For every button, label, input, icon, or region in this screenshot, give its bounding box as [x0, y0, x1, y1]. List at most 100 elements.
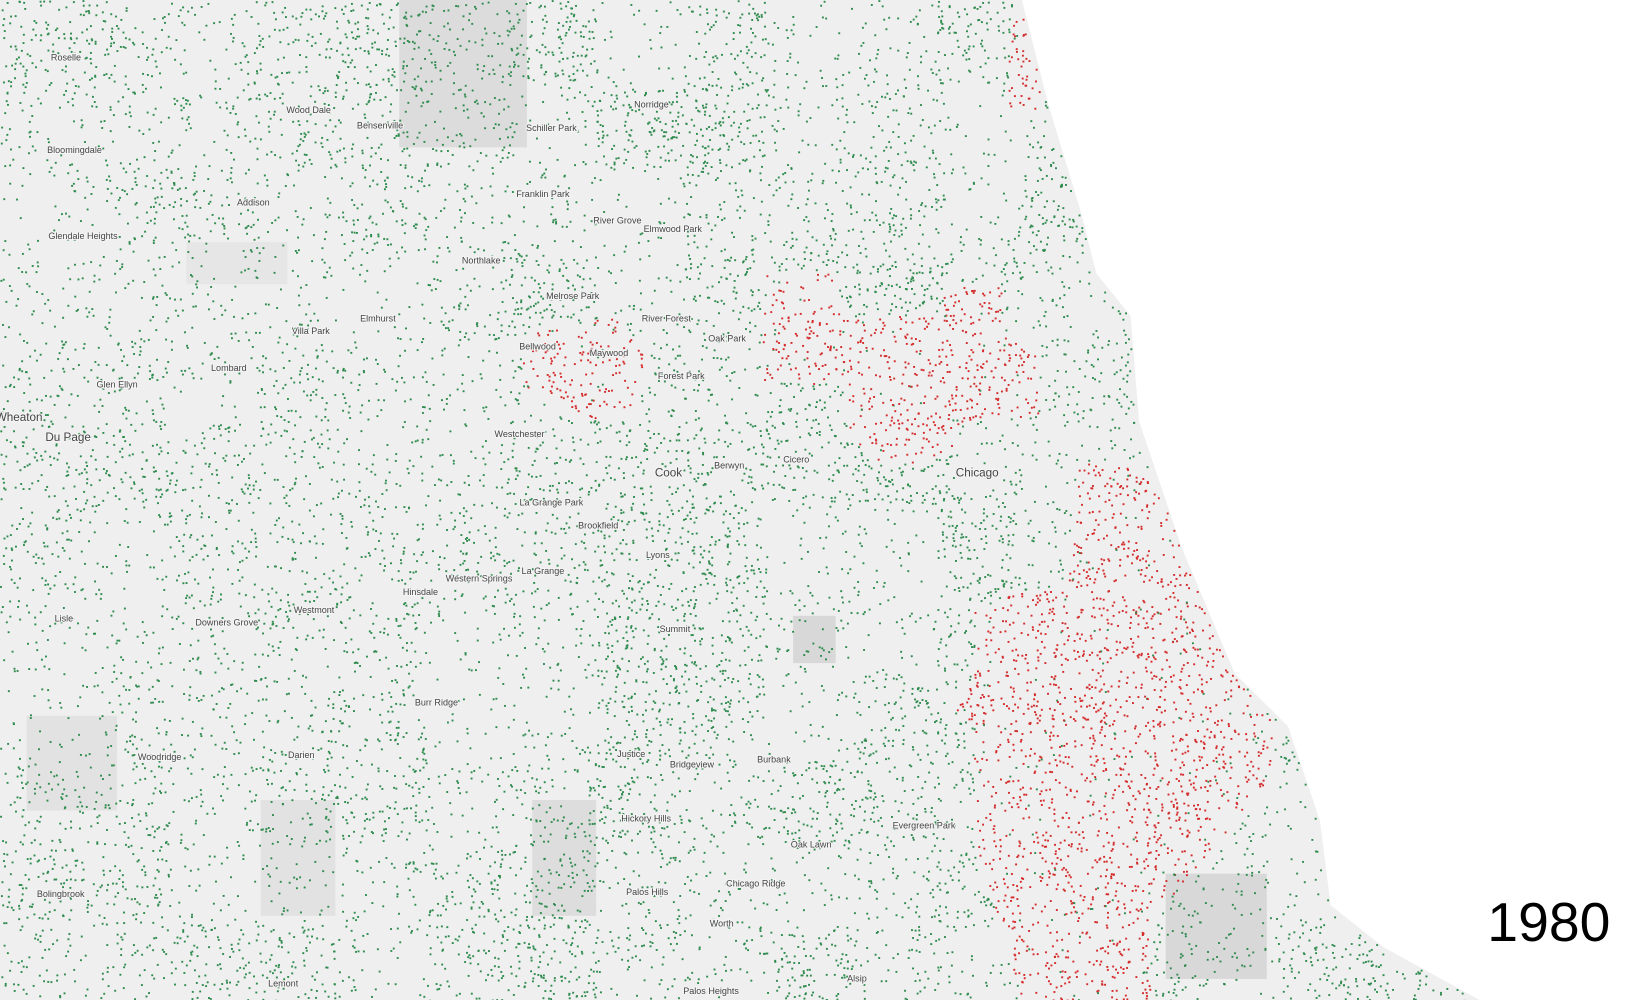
dot — [53, 909, 56, 912]
dot — [696, 773, 699, 776]
dot — [474, 7, 477, 10]
dot — [893, 422, 896, 425]
dot — [775, 130, 778, 133]
dot — [1040, 790, 1043, 793]
dot — [420, 180, 423, 183]
dot — [628, 103, 631, 106]
dot — [439, 78, 442, 81]
dot — [666, 801, 669, 804]
dot — [574, 78, 577, 81]
dot — [1013, 926, 1016, 929]
dot — [250, 250, 253, 253]
dot — [694, 603, 697, 605]
dot — [1015, 720, 1018, 723]
dot — [931, 72, 934, 74]
dot — [474, 41, 477, 44]
dot — [478, 915, 481, 918]
dot — [501, 486, 504, 489]
dot — [39, 995, 42, 998]
dot — [1134, 517, 1137, 519]
dot — [123, 911, 125, 914]
dot — [509, 866, 512, 869]
dot — [1173, 638, 1176, 640]
dot — [1055, 953, 1058, 956]
dot — [1015, 493, 1018, 496]
dot — [491, 288, 494, 291]
dot — [836, 519, 839, 522]
dot — [421, 376, 424, 379]
dot — [709, 871, 712, 874]
dot — [491, 167, 494, 169]
dot — [676, 619, 679, 622]
dot — [515, 53, 518, 56]
dot — [344, 33, 347, 36]
dot — [248, 501, 251, 504]
dot — [569, 220, 572, 223]
dot — [373, 98, 376, 101]
dot — [985, 904, 988, 907]
dot — [870, 105, 873, 108]
dot — [380, 171, 383, 173]
dot — [1153, 493, 1156, 496]
dot — [388, 721, 391, 724]
dot — [494, 123, 497, 126]
dot — [663, 890, 666, 893]
dot — [1091, 896, 1094, 899]
dot — [332, 703, 335, 706]
dot — [340, 601, 343, 604]
dot — [526, 385, 529, 388]
dot — [1076, 403, 1079, 406]
dot — [327, 905, 330, 908]
dot — [430, 53, 433, 55]
dot — [440, 875, 443, 878]
dot — [657, 366, 660, 369]
dot — [743, 472, 746, 475]
dot — [1113, 373, 1116, 376]
dot — [296, 773, 298, 776]
dot — [1119, 641, 1122, 644]
dot — [424, 58, 427, 60]
dot — [85, 56, 88, 59]
dot — [672, 678, 675, 680]
dot — [1088, 463, 1091, 466]
dot — [1094, 921, 1097, 924]
dot — [705, 245, 708, 248]
dot — [1195, 768, 1198, 771]
dot — [187, 233, 190, 236]
dot — [122, 622, 125, 625]
dot — [517, 402, 520, 405]
dot — [523, 941, 526, 944]
dot — [128, 564, 131, 567]
dot — [548, 869, 551, 872]
dot — [1195, 808, 1198, 810]
dot — [839, 330, 842, 333]
dot — [959, 236, 962, 238]
dot — [122, 987, 125, 990]
dot — [81, 811, 84, 814]
dot — [787, 355, 790, 358]
dot — [808, 506, 811, 509]
dot — [104, 843, 106, 846]
dot — [1173, 701, 1176, 704]
dot — [61, 547, 64, 549]
dot — [225, 101, 228, 104]
dot — [1005, 525, 1008, 528]
dot — [1063, 643, 1066, 646]
dot — [736, 609, 739, 612]
dot — [274, 524, 277, 526]
dot — [495, 918, 498, 921]
dot — [204, 935, 207, 938]
dot — [631, 710, 633, 712]
dot — [574, 863, 577, 866]
dot — [945, 263, 947, 265]
dot — [125, 9, 128, 12]
dot — [592, 982, 595, 985]
dot — [1240, 890, 1243, 893]
dot — [946, 683, 949, 686]
dot — [512, 753, 515, 755]
dot — [965, 630, 968, 632]
dot — [277, 719, 280, 722]
dot — [978, 581, 981, 584]
dot — [125, 408, 128, 411]
dot — [1097, 830, 1100, 833]
